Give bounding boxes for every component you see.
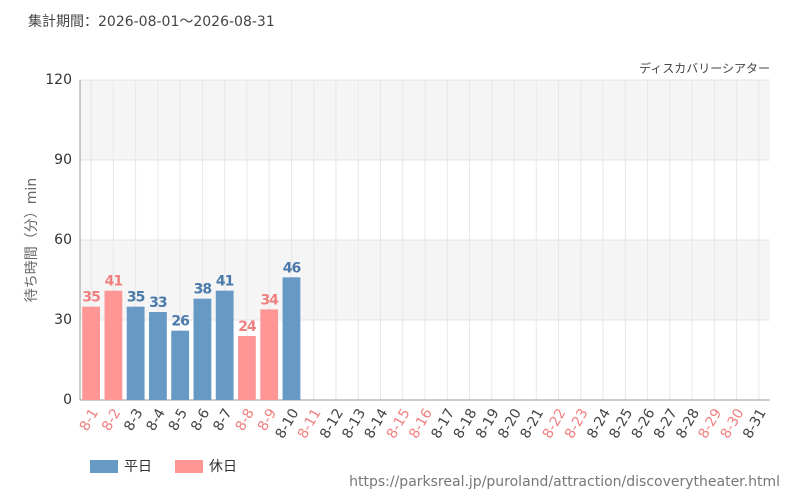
x-tick-label: 8-5 [166, 406, 191, 434]
x-tick-label: 8-7 [210, 406, 235, 434]
bar [149, 312, 167, 400]
legend-label: 平日 [124, 459, 152, 475]
x-tick-label: 8-8 [233, 406, 258, 434]
y-tick-label: 30 [54, 312, 72, 328]
data-label: 33 [149, 295, 167, 311]
bar [104, 290, 123, 400]
y-tick-label: 60 [54, 232, 72, 248]
x-tick-label: 8-2 [99, 406, 124, 434]
y-axis-label: 待ち時間（分）min [24, 178, 40, 302]
bar [260, 309, 279, 400]
x-tick-label: 8-1 [77, 406, 102, 434]
chart-subtitle: ディスカバリーシアター [639, 61, 770, 76]
legend-swatch [90, 460, 118, 473]
bar [215, 290, 234, 400]
x-tick-label: 8-4 [144, 406, 169, 434]
x-tick-label: 8-3 [121, 406, 146, 434]
data-label: 34 [260, 292, 279, 308]
x-tick-label: 8-6 [188, 406, 213, 434]
data-label: 38 [194, 282, 212, 298]
data-label: 35 [127, 290, 145, 306]
data-label: 24 [238, 319, 257, 335]
data-label: 46 [283, 260, 301, 276]
legend-label: 休日 [209, 459, 237, 475]
legend-swatch [175, 460, 203, 473]
data-label: 35 [82, 290, 100, 306]
x-tick-label: 8-31 [740, 406, 770, 442]
data-label: 41 [105, 274, 123, 290]
bar [82, 306, 101, 400]
chart-title: 集計期間：2026-08-01～2026-08-31 [28, 13, 275, 30]
y-tick-label: 120 [45, 72, 72, 88]
source-url: https://parksreal.jp/puroland/attraction… [349, 474, 780, 490]
y-tick-label: 0 [63, 392, 72, 408]
bar [238, 336, 256, 400]
bar [171, 330, 190, 400]
data-label: 41 [216, 274, 234, 290]
bar [126, 306, 145, 400]
bar [193, 298, 212, 400]
y-tick-label: 90 [54, 152, 72, 168]
bar [282, 277, 301, 400]
data-label: 26 [171, 314, 189, 330]
